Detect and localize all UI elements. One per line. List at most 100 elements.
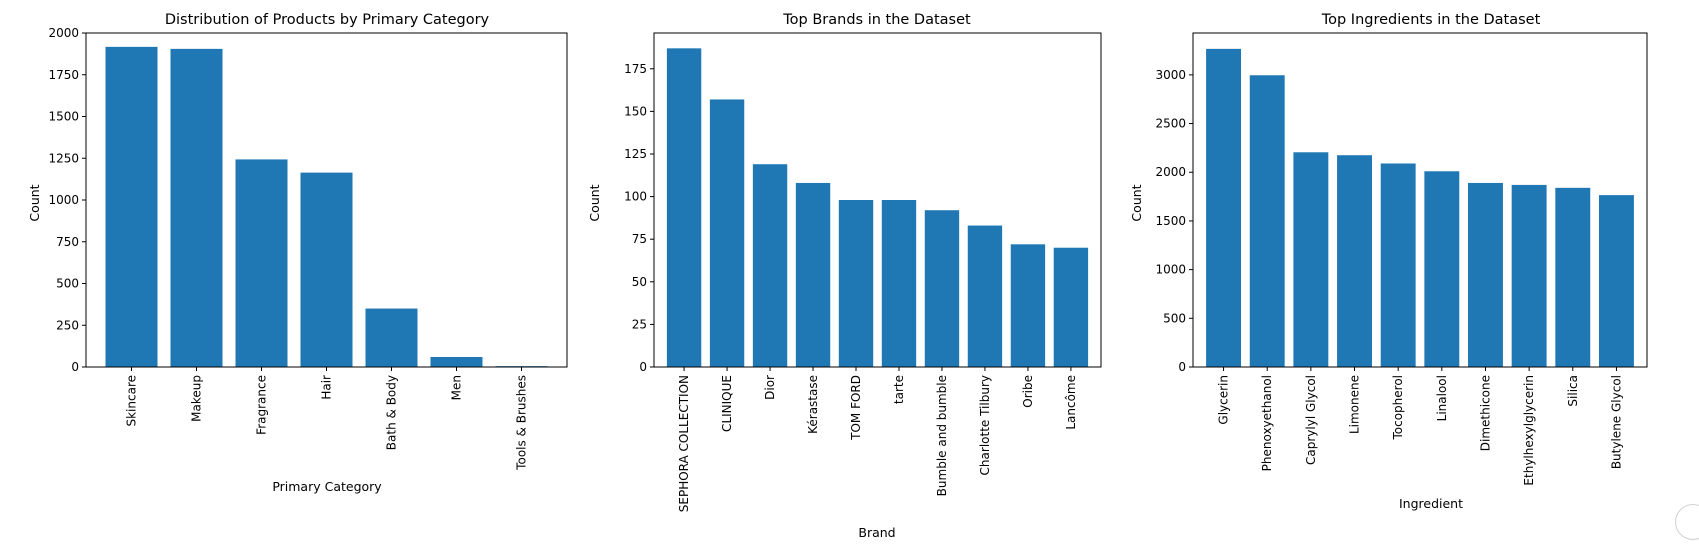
bars xyxy=(105,46,548,368)
x-tick-label-skincare: Skincare xyxy=(125,375,139,427)
x-axis-label: Primary Category xyxy=(272,479,382,494)
bar-bumble-and-bumble xyxy=(924,210,960,367)
x-tick-label-tools-brushes: Tools & Brushes xyxy=(515,375,529,471)
y-axis-label: Count xyxy=(27,184,42,221)
bar-k-rastase xyxy=(795,182,831,367)
x-tick-label-butylene-glycol: Butylene Glycol xyxy=(1609,375,1623,469)
y-tick-label: 50 xyxy=(632,275,647,289)
x-tick-label-tocopherol: Tocopherol xyxy=(1391,375,1405,441)
x-tick-label-oribe: Oribe xyxy=(1021,375,1035,408)
bar-tarte xyxy=(881,200,917,367)
y-tick-label: 0 xyxy=(71,360,79,374)
y-axis-label: Count xyxy=(1129,184,1144,221)
y-tick-label: 250 xyxy=(56,318,79,332)
bar-oribe xyxy=(1010,244,1046,367)
bar-clinique xyxy=(709,99,745,368)
x-tick-label-caprylyl-glycol: Caprylyl Glycol xyxy=(1304,375,1318,465)
x-tick-label-limonene: Limonene xyxy=(1348,375,1362,434)
y-tick-label: 1750 xyxy=(48,68,79,82)
y-tick-label: 750 xyxy=(56,235,79,249)
x-ticks: Glycerin Phenoxyethanol Caprylyl Glycol Lim… xyxy=(1217,367,1623,486)
x-tick-label-k-rastase: Kérastase xyxy=(806,375,820,434)
chart-title: Top Brands in the Dataset xyxy=(782,12,971,28)
bars xyxy=(666,48,1089,368)
bar-fragrance xyxy=(235,159,288,367)
x-tick-label-lanc-me: Lancôme xyxy=(1064,375,1078,430)
bar-men xyxy=(430,356,483,367)
x-axis-label: Ingredient xyxy=(1399,496,1463,511)
x-tick-label-bath-body: Bath & Body xyxy=(385,375,399,450)
corner-circle-control[interactable] xyxy=(1675,504,1699,540)
chart-title: Distribution of Products by Primary Cate… xyxy=(165,12,490,28)
y-tick-label: 2500 xyxy=(1155,117,1186,131)
y-tick-label: 25 xyxy=(632,317,647,331)
y-tick-label: 2000 xyxy=(1155,165,1186,179)
bar-sephora-collection xyxy=(666,48,702,368)
bar-skincare xyxy=(105,46,158,368)
bar-bath-body xyxy=(365,308,418,367)
y-tick-label: 1500 xyxy=(48,110,79,124)
x-tick-label-fragrance: Fragrance xyxy=(255,375,269,435)
x-axis-label: Brand xyxy=(858,525,895,540)
bar-hair xyxy=(300,172,353,367)
axes-frame xyxy=(85,32,568,368)
x-ticks: Skincare Makeup Fragrance Hair Bath & Body Me… xyxy=(125,367,529,471)
y-tick-label: 1000 xyxy=(1155,263,1186,277)
bar-charlotte-tilbury xyxy=(967,225,1003,367)
y-tick-label: 1000 xyxy=(48,193,79,207)
bar-limonene xyxy=(1337,155,1372,367)
bar-dimethicone xyxy=(1468,182,1503,367)
x-tick-label-linalool: Linalool xyxy=(1435,375,1449,421)
y-tick-label: 500 xyxy=(56,277,79,291)
chart-category-distribution: Distribution of Products by Primary Cate… xyxy=(27,12,568,494)
bar-tocopherol xyxy=(1380,163,1416,367)
x-tick-label-silica: Silica xyxy=(1566,375,1580,407)
x-tick-label-dimethicone: Dimethicone xyxy=(1478,375,1492,451)
axes-frame xyxy=(653,32,1102,368)
y-tick-label: 2000 xyxy=(48,26,79,40)
bars xyxy=(1206,48,1634,368)
x-tick-label-charlotte-tilbury: Charlotte Tilbury xyxy=(978,375,992,475)
chart-top-brands: Top Brands in the Dataset Brand Count SE… xyxy=(587,12,1102,540)
bar-silica xyxy=(1555,187,1591,367)
bar-phenoxyethanol xyxy=(1249,75,1285,367)
x-tick-label-tom-ford: TOM FORD xyxy=(849,375,863,441)
y-ticks: 0 250 500 750 1000 1250 1500 1750 2000 xyxy=(48,26,86,374)
x-tick-label-men: Men xyxy=(450,375,464,400)
y-tick-label: 0 xyxy=(639,360,647,374)
x-tick-label-tarte: tarte xyxy=(892,375,906,404)
bar-caprylyl-glycol xyxy=(1293,152,1329,367)
y-tick-label: 175 xyxy=(624,62,647,76)
bar-tom-ford xyxy=(838,200,874,367)
x-tick-label-dior: Dior xyxy=(763,375,777,400)
bar-glycerin xyxy=(1206,48,1242,368)
bar-makeup xyxy=(170,48,223,368)
bar-dior xyxy=(752,164,788,367)
y-tick-label: 1500 xyxy=(1155,214,1186,228)
bar-ethylhexylglycerin xyxy=(1511,184,1547,367)
x-tick-label-makeup: Makeup xyxy=(190,375,204,422)
x-tick-label-phenoxyethanol: Phenoxyethanol xyxy=(1260,375,1274,471)
y-tick-label: 3000 xyxy=(1155,68,1186,82)
y-ticks: 0 500 1000 1500 2000 2500 3000 xyxy=(1155,68,1193,374)
y-tick-label: 150 xyxy=(624,104,647,118)
bar-butylene-glycol xyxy=(1598,195,1634,367)
y-tick-label: 125 xyxy=(624,147,647,161)
bar-linalool xyxy=(1424,171,1460,367)
y-ticks: 0 25 50 75 100 125 150 175 xyxy=(624,62,654,374)
chart-title: Top Ingredients in the Dataset xyxy=(1321,12,1541,28)
x-tick-label-clinique: CLINIQUE xyxy=(720,375,734,432)
x-ticks: SEPHORA COLLECTION CLINIQUE Dior Kérastase T… xyxy=(677,367,1078,512)
axes-frame xyxy=(1192,32,1648,368)
y-tick-label: 500 xyxy=(1163,311,1186,325)
y-axis-label: Count xyxy=(587,184,602,221)
y-tick-label: 75 xyxy=(632,232,647,246)
x-tick-label-glycerin: Glycerin xyxy=(1217,375,1231,425)
y-tick-label: 0 xyxy=(1178,360,1186,374)
x-tick-label-bumble-and-bumble: Bumble and bumble xyxy=(935,375,949,496)
y-tick-label: 100 xyxy=(624,190,647,204)
bar-lanc-me xyxy=(1053,247,1089,367)
x-tick-label-hair: Hair xyxy=(320,375,334,400)
chart-top-ingredients: Top Ingredients in the Dataset Ingredien… xyxy=(1129,12,1648,511)
